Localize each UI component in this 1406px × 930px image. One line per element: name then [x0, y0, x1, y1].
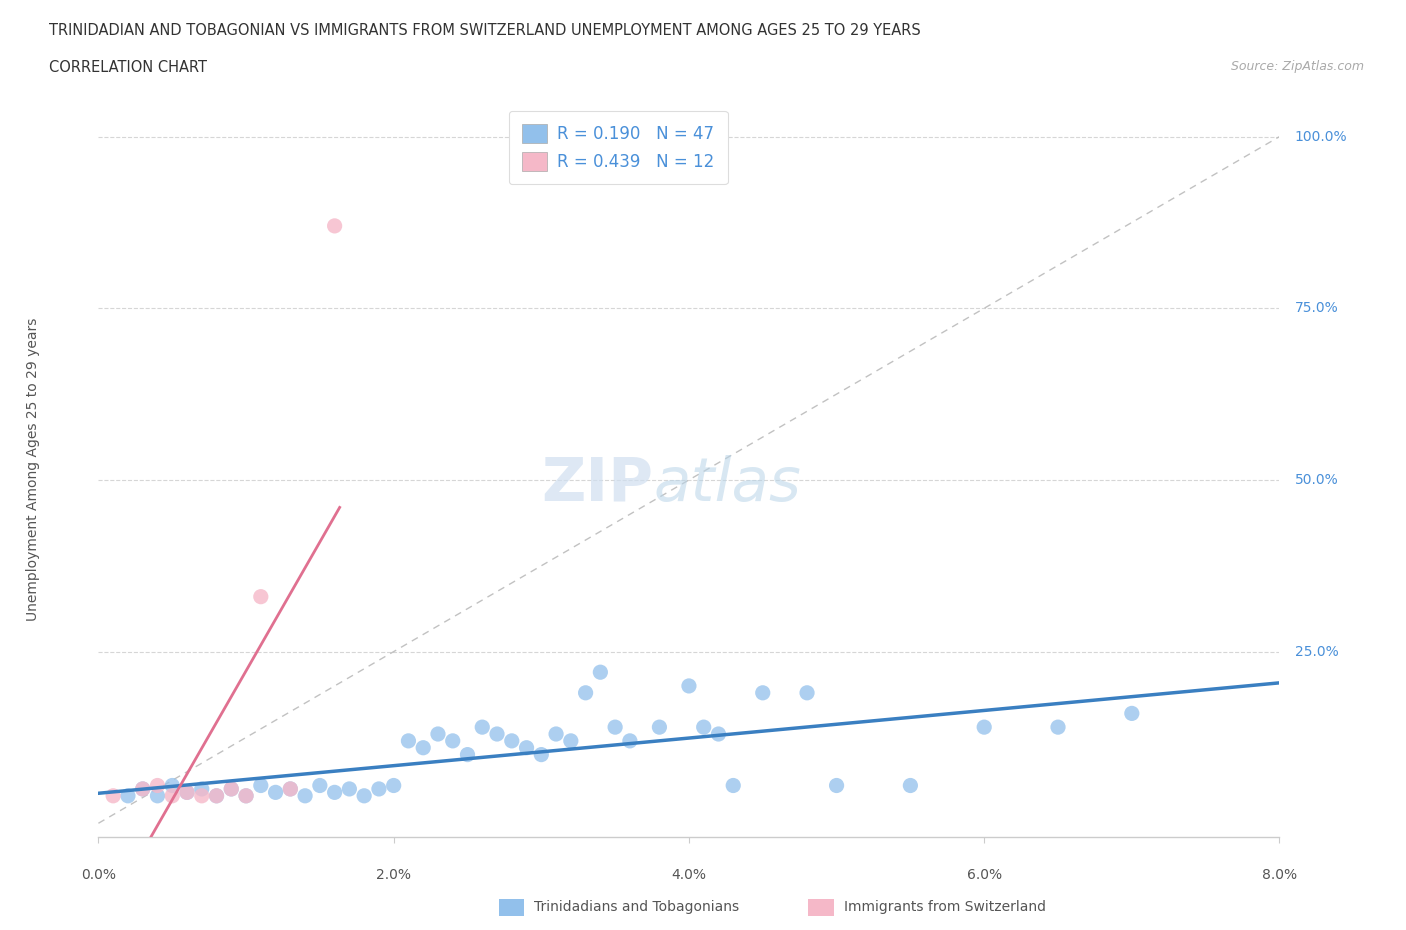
Point: [294, 789, 316, 804]
Point: [323, 785, 346, 800]
Text: 75.0%: 75.0%: [1295, 301, 1339, 315]
Point: [721, 778, 744, 793]
Point: [544, 726, 567, 741]
Point: [146, 789, 169, 804]
Text: 100.0%: 100.0%: [1295, 129, 1347, 143]
Point: [162, 778, 183, 793]
Text: TRINIDADIAN AND TOBAGONIAN VS IMMIGRANTS FROM SWITZERLAND UNEMPLOYMENT AMONG AGE: TRINIDADIAN AND TOBAGONIAN VS IMMIGRANTS…: [49, 23, 921, 38]
Point: [501, 734, 523, 749]
Text: 50.0%: 50.0%: [1295, 473, 1339, 487]
Point: [515, 740, 537, 755]
Point: [1046, 720, 1069, 735]
Point: [191, 789, 214, 804]
Text: Source: ZipAtlas.com: Source: ZipAtlas.com: [1230, 60, 1364, 73]
Point: [278, 781, 301, 796]
Point: [191, 781, 214, 796]
Text: ZIP: ZIP: [541, 455, 654, 514]
Point: [353, 789, 375, 804]
Point: [456, 747, 478, 762]
Point: [278, 781, 301, 796]
Point: [337, 781, 360, 796]
Point: [648, 720, 671, 735]
Point: [471, 720, 494, 735]
Point: [250, 778, 273, 793]
Point: [176, 785, 198, 800]
Point: [605, 720, 627, 735]
Point: [382, 778, 405, 793]
Point: [367, 781, 389, 796]
Point: [751, 685, 773, 700]
Point: [132, 781, 155, 796]
Point: [205, 789, 228, 804]
Point: [485, 726, 508, 741]
Text: Trinidadians and Tobagonians: Trinidadians and Tobagonians: [534, 899, 740, 914]
Point: [426, 726, 449, 741]
Text: 0.0%: 0.0%: [82, 868, 115, 882]
Text: 8.0%: 8.0%: [1263, 868, 1296, 882]
Point: [219, 781, 242, 796]
Text: Immigrants from Switzerland: Immigrants from Switzerland: [844, 899, 1046, 914]
Point: [219, 781, 242, 796]
Legend: R = 0.190   N = 47, R = 0.439   N = 12: R = 0.190 N = 47, R = 0.439 N = 12: [509, 111, 727, 184]
Point: [396, 734, 419, 749]
Text: 25.0%: 25.0%: [1295, 644, 1339, 658]
Point: [250, 590, 273, 604]
Point: [560, 734, 582, 749]
Point: [162, 789, 183, 804]
Point: [117, 789, 139, 804]
Point: [264, 785, 287, 800]
Point: [308, 778, 332, 793]
Text: 4.0%: 4.0%: [672, 868, 706, 882]
Point: [825, 778, 848, 793]
Point: [678, 679, 700, 694]
Point: [693, 720, 716, 735]
Point: [1121, 706, 1143, 721]
Point: [146, 778, 169, 793]
Text: 6.0%: 6.0%: [967, 868, 1001, 882]
Point: [235, 789, 257, 804]
Point: [323, 219, 346, 233]
Text: 2.0%: 2.0%: [377, 868, 411, 882]
Point: [574, 685, 596, 700]
Point: [103, 789, 124, 804]
Point: [589, 665, 612, 680]
Text: CORRELATION CHART: CORRELATION CHART: [49, 60, 207, 75]
Point: [205, 789, 228, 804]
Point: [619, 734, 641, 749]
Point: [796, 685, 818, 700]
Point: [898, 778, 921, 793]
Point: [132, 781, 155, 796]
Point: [707, 726, 730, 741]
Point: [235, 789, 257, 804]
Point: [973, 720, 995, 735]
Point: [176, 785, 198, 800]
Point: [441, 734, 464, 749]
Text: atlas: atlas: [654, 455, 801, 514]
Point: [412, 740, 434, 755]
Point: [530, 747, 553, 762]
Text: Unemployment Among Ages 25 to 29 years: Unemployment Among Ages 25 to 29 years: [27, 318, 41, 621]
